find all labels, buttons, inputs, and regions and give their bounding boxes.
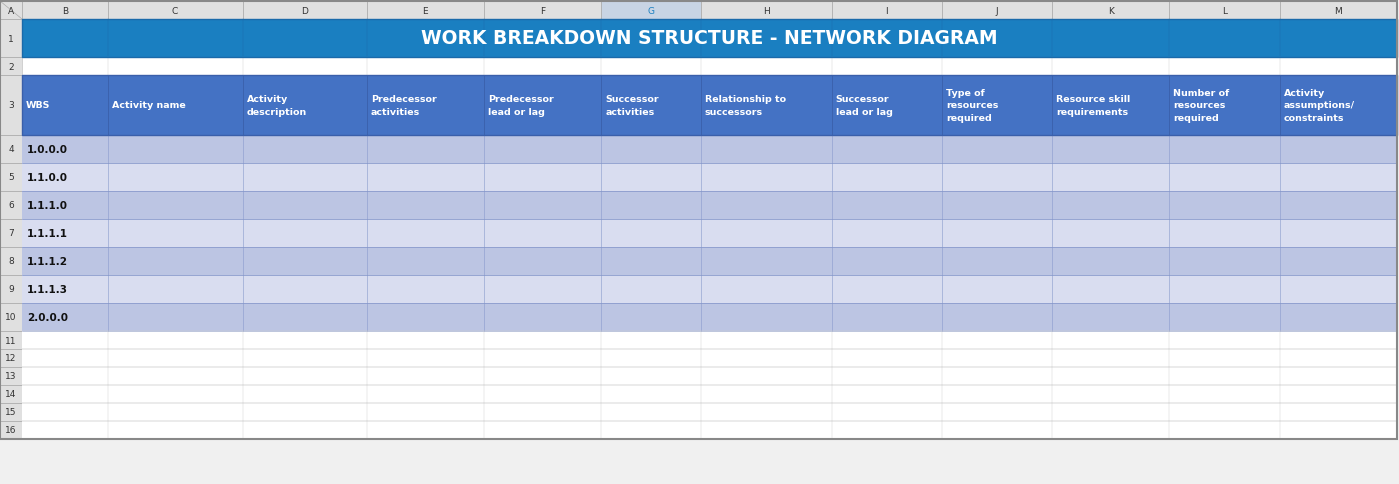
Text: 10: 10 [6, 313, 17, 322]
Bar [22, 164, 1398, 192]
Bar [0, 76, 22, 136]
Text: 13: 13 [6, 372, 17, 381]
Text: M: M [1335, 6, 1342, 15]
Bar [22, 332, 1398, 349]
Text: 11: 11 [6, 336, 17, 345]
Text: Successor
lead or lag: Successor lead or lag [835, 95, 893, 117]
Text: Predecessor
lead or lag: Predecessor lead or lag [488, 95, 554, 117]
Text: Successor
activities: Successor activities [606, 95, 659, 117]
Text: 2: 2 [8, 62, 14, 71]
Bar [22, 20, 1398, 58]
Bar [0, 220, 22, 247]
Bar [0, 332, 22, 349]
Bar [22, 136, 1398, 164]
Text: K: K [1108, 6, 1114, 15]
Text: H: H [762, 6, 769, 15]
Text: L: L [1223, 6, 1227, 15]
Text: Predecessor
activities: Predecessor activities [371, 95, 436, 117]
Text: 7: 7 [8, 229, 14, 238]
Bar [0, 349, 22, 367]
Text: 5: 5 [8, 173, 14, 182]
Bar [0, 164, 22, 192]
Bar [108, 2, 242, 20]
Bar [0, 367, 22, 385]
Text: B: B [62, 6, 67, 15]
Bar [22, 76, 1398, 136]
Bar [22, 220, 1398, 247]
Text: 1.1.1.2: 1.1.1.2 [27, 257, 69, 267]
Text: 1.1.1.0: 1.1.1.0 [27, 200, 69, 211]
Bar [22, 275, 1398, 303]
Text: 3: 3 [8, 101, 14, 110]
Bar [22, 2, 108, 20]
Bar [22, 421, 1398, 439]
Bar [942, 2, 1052, 20]
Bar [22, 349, 1398, 367]
Bar [0, 385, 22, 403]
Bar [22, 247, 1398, 275]
Bar [0, 2, 22, 20]
Text: F: F [540, 6, 546, 15]
Text: Activity
assumptions/
constraints: Activity assumptions/ constraints [1284, 89, 1354, 123]
Text: I: I [886, 6, 888, 15]
Text: D: D [301, 6, 308, 15]
Text: 12: 12 [6, 354, 17, 363]
Bar [0, 58, 22, 76]
Text: Activity
description: Activity description [246, 95, 306, 117]
Text: 14: 14 [6, 390, 17, 399]
Bar [831, 2, 942, 20]
Bar [367, 2, 484, 20]
Bar [1280, 2, 1398, 20]
Bar [0, 303, 22, 332]
Bar [0, 421, 22, 439]
Bar [0, 247, 22, 275]
Text: J: J [996, 6, 999, 15]
Bar [484, 2, 602, 20]
Bar [0, 403, 22, 421]
Bar [1052, 2, 1170, 20]
Text: 4: 4 [8, 145, 14, 154]
Text: Resource skill
requirements: Resource skill requirements [1056, 95, 1130, 117]
Text: 1.1.1.3: 1.1.1.3 [27, 285, 69, 294]
Text: 2.0.0.0: 2.0.0.0 [27, 312, 69, 322]
Text: 16: 16 [6, 425, 17, 435]
Text: A: A [8, 6, 14, 15]
Bar [1170, 2, 1280, 20]
Text: Relationship to
successors: Relationship to successors [705, 95, 786, 117]
Bar [22, 20, 1398, 58]
Text: 8: 8 [8, 257, 14, 266]
Text: 1.0.0.0: 1.0.0.0 [27, 145, 69, 155]
Text: 15: 15 [6, 408, 17, 417]
Bar [22, 403, 1398, 421]
Text: 6: 6 [8, 201, 14, 210]
Text: E: E [422, 6, 428, 15]
Bar [22, 385, 1398, 403]
Text: 1.1.0.0: 1.1.0.0 [27, 173, 69, 182]
Bar [22, 192, 1398, 220]
Bar [0, 275, 22, 303]
Text: 1: 1 [8, 34, 14, 44]
Text: WBS: WBS [27, 101, 50, 110]
Bar [701, 2, 831, 20]
Bar [0, 20, 22, 58]
Text: WORK BREAKDOWN STRUCTURE - NETWORK DIAGRAM: WORK BREAKDOWN STRUCTURE - NETWORK DIAGR… [421, 30, 997, 48]
Bar [22, 303, 1398, 332]
Bar [0, 192, 22, 220]
Text: C: C [172, 6, 178, 15]
Bar [0, 136, 22, 164]
Text: Number of
resources
required: Number of resources required [1174, 89, 1230, 123]
Bar [22, 58, 1398, 76]
Bar [22, 76, 1398, 136]
Text: 1.1.1.1: 1.1.1.1 [27, 228, 69, 239]
Text: Activity name: Activity name [112, 101, 185, 110]
Bar [22, 367, 1398, 385]
Text: 9: 9 [8, 285, 14, 294]
Bar [242, 2, 367, 20]
Text: Type of
resources
required: Type of resources required [946, 89, 999, 123]
Text: G: G [648, 6, 655, 15]
Bar [602, 2, 701, 20]
